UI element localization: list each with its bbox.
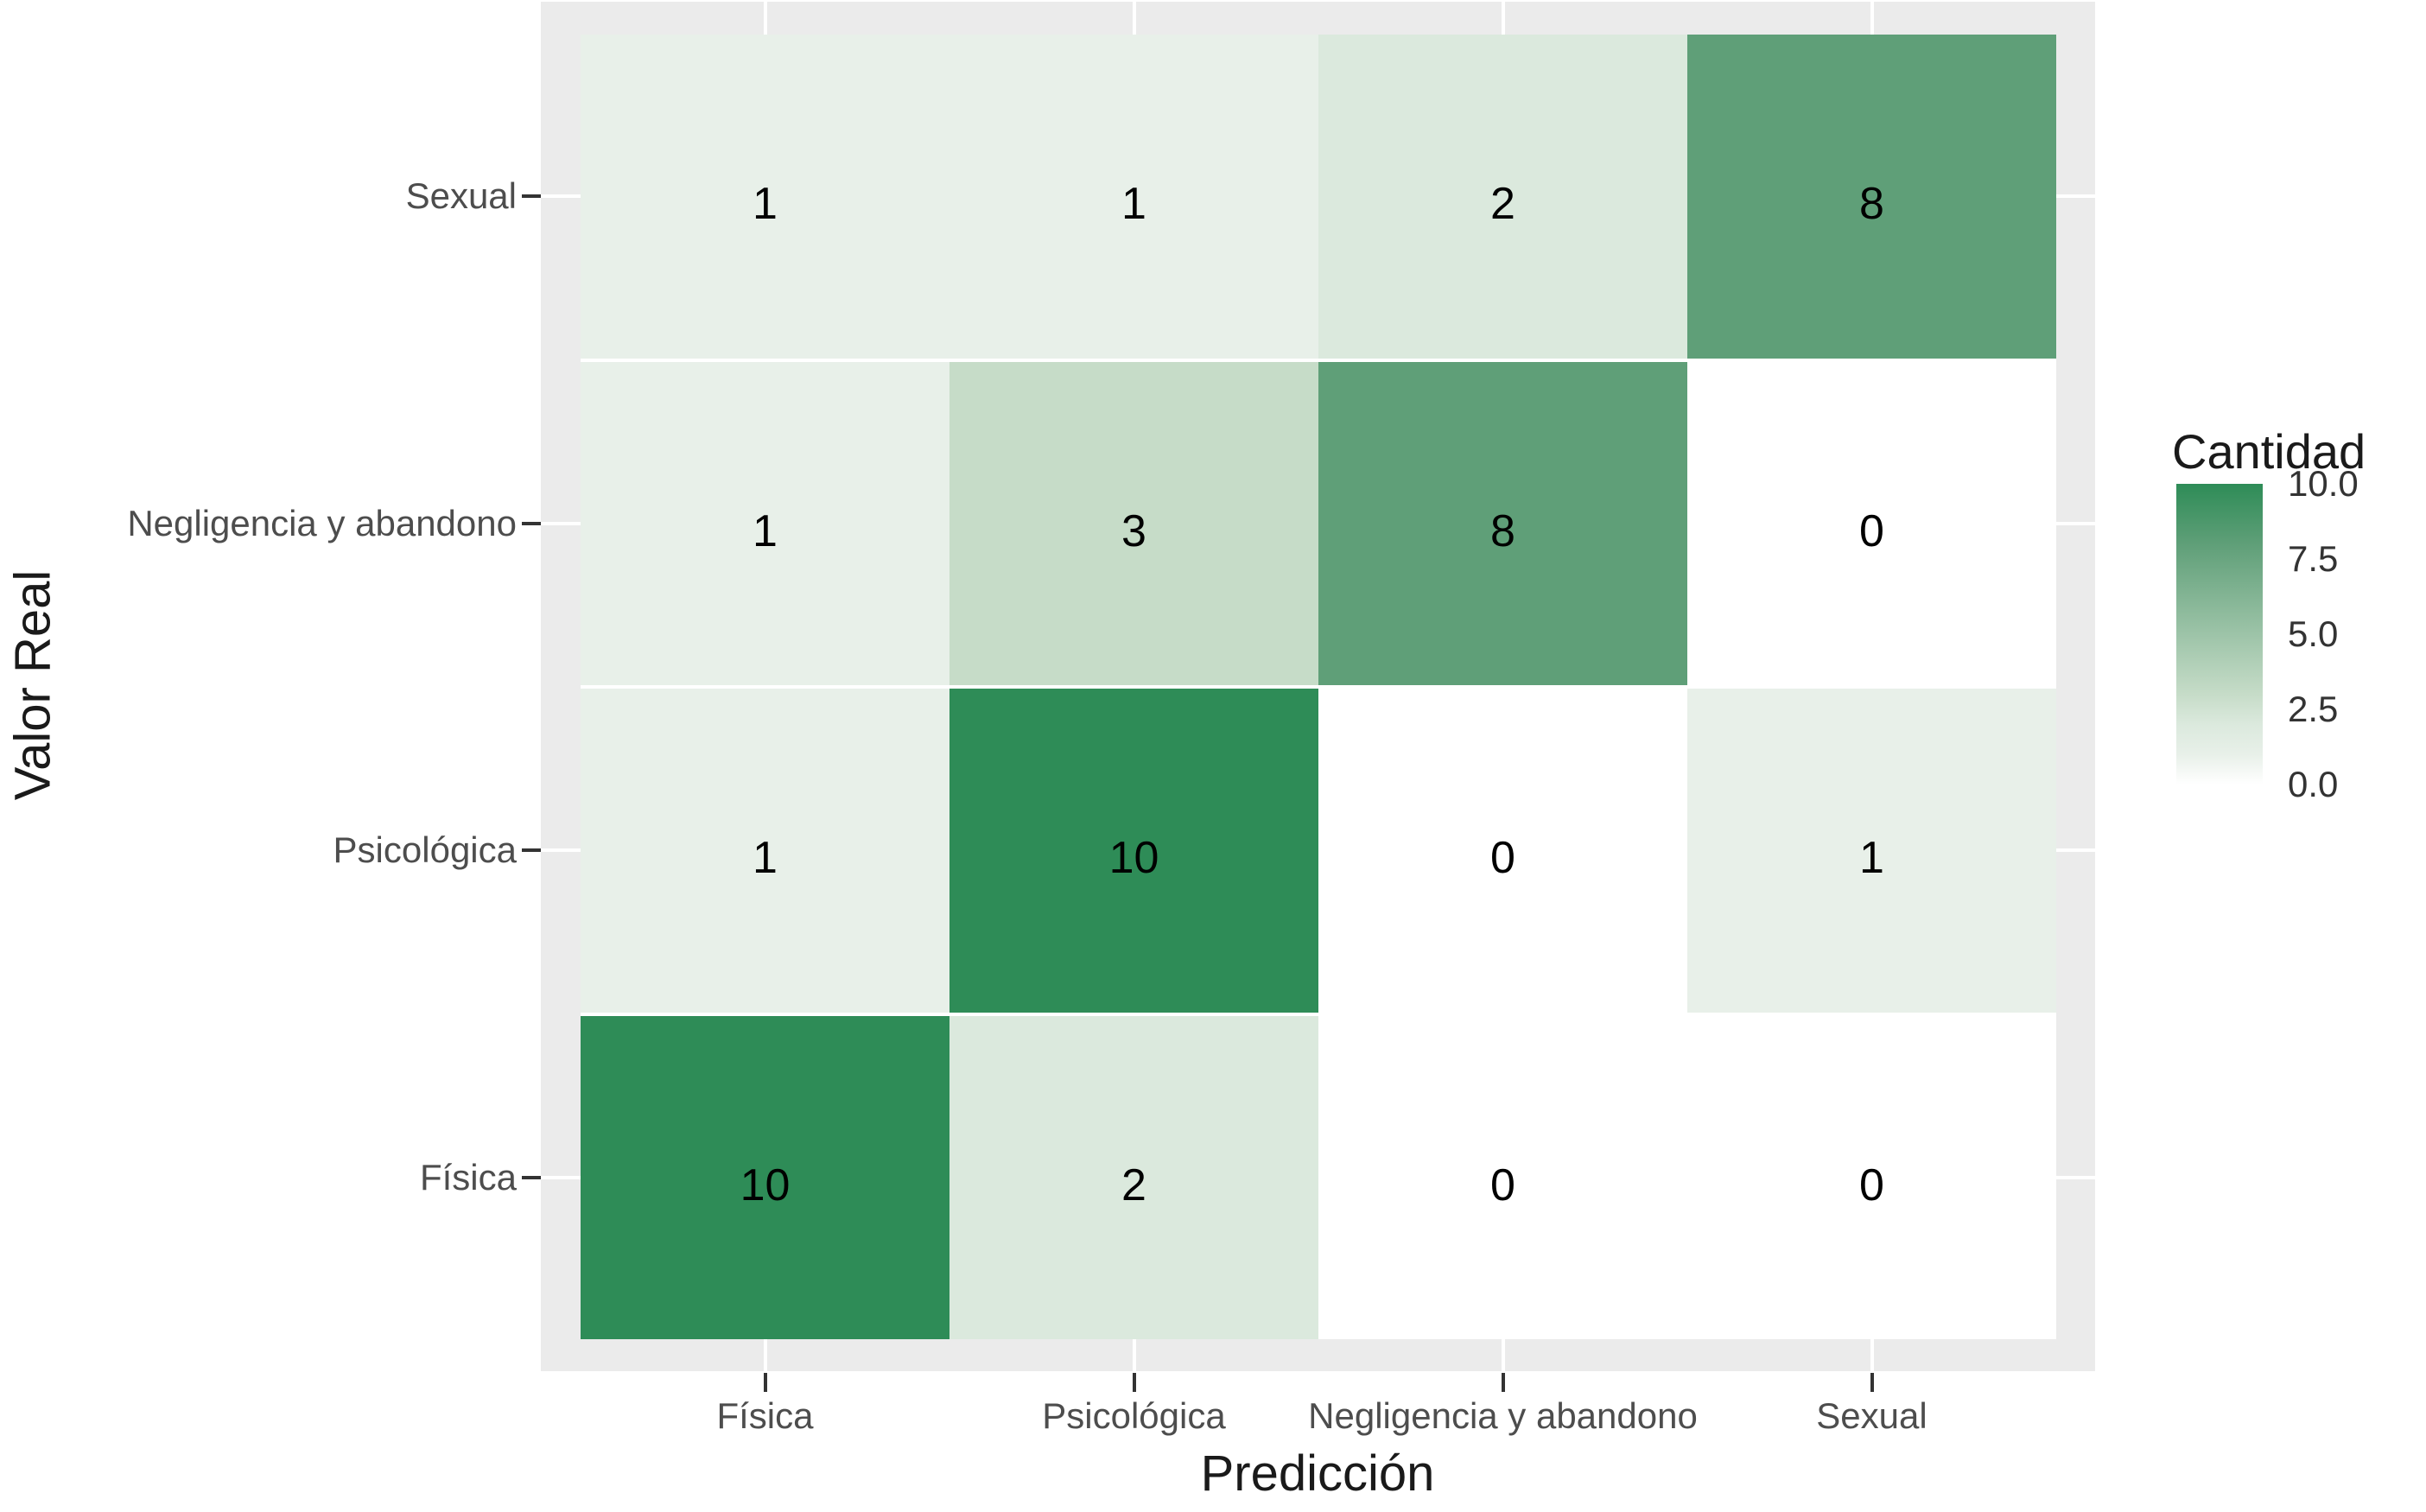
y-tick-label: Psicológica xyxy=(333,829,517,871)
y-tick-label: Negligencia y abandono xyxy=(127,502,517,543)
cell-value: 0 xyxy=(1490,1159,1515,1210)
heatmap-cell: 1 xyxy=(581,361,949,685)
cell-value: 0 xyxy=(1859,505,1884,556)
heatmap-cell: 3 xyxy=(949,361,1318,685)
cell-value: 1 xyxy=(1859,833,1884,884)
cell-value: 1 xyxy=(753,833,778,884)
heatmap-cell: 2 xyxy=(949,1015,1318,1339)
cell-value: 2 xyxy=(1121,1159,1146,1210)
plot-panel: 1 1 2 8 1 3 8 0 1 10 0 1 10 2 0 0 xyxy=(541,2,2095,1371)
legend-tick-label: 5.0 xyxy=(2288,613,2339,654)
cell-value: 2 xyxy=(1490,179,1515,230)
heatmap-cell: 1 xyxy=(1687,689,2056,1013)
legend-tick-label: 0.0 xyxy=(2288,764,2339,804)
x-tick-mark xyxy=(1870,1373,1874,1392)
y-tick-mark xyxy=(522,194,541,199)
heatmap-cell: 10 xyxy=(949,689,1318,1013)
y-tick-label: Física xyxy=(419,1156,517,1198)
heatmap-cell: 8 xyxy=(1318,361,1687,685)
x-tick-mark xyxy=(1501,1373,1505,1392)
cell-value: 8 xyxy=(1859,179,1884,230)
cell-value: 0 xyxy=(1859,1159,1884,1210)
cell-value: 10 xyxy=(1108,833,1159,884)
x-tick-label: Negligencia y abandono xyxy=(1308,1395,1698,1436)
x-tick-mark xyxy=(763,1373,767,1392)
x-tick-label: Física xyxy=(716,1395,814,1436)
heatmap-tiles: 1 1 2 8 1 3 8 0 1 10 0 1 10 2 0 0 xyxy=(581,35,2056,1339)
cell-value: 0 xyxy=(1490,833,1515,884)
cell-value: 8 xyxy=(1490,505,1515,556)
x-tick-label: Psicológica xyxy=(1042,1395,1226,1436)
heatmap-cell: 0 xyxy=(1318,689,1687,1013)
heatmap-cell: 1 xyxy=(581,689,949,1013)
heatmap-cell: 0 xyxy=(1318,1015,1687,1339)
heatmap-cell: 2 xyxy=(1318,35,1687,359)
cell-value: 1 xyxy=(753,179,778,230)
heatmap-cell: 0 xyxy=(1687,1015,2056,1339)
legend-gradient-bar xyxy=(2176,484,2263,785)
y-tick-mark xyxy=(522,848,541,853)
y-tick-mark xyxy=(522,1175,541,1179)
cell-value: 3 xyxy=(1121,505,1146,556)
legend-tick-label: 10.0 xyxy=(2288,463,2359,504)
x-tick-label: Sexual xyxy=(1816,1395,1927,1436)
y-axis-title-text: Valor Real xyxy=(4,569,61,801)
y-tick-mark xyxy=(522,521,541,525)
heatmap-cell: 8 xyxy=(1687,35,2056,359)
x-axis-title: Predicción xyxy=(1200,1445,1435,1502)
heatmap-cell: 0 xyxy=(1687,361,2056,685)
heatmap-cell: 1 xyxy=(949,35,1318,359)
heatmap-cell: 1 xyxy=(581,35,949,359)
heatmap-cell: 10 xyxy=(581,1015,949,1339)
cell-value: 1 xyxy=(753,505,778,556)
y-tick-label: Sexual xyxy=(405,175,517,217)
legend-title: Cantidad xyxy=(2172,424,2366,479)
x-tick-mark xyxy=(1132,1373,1136,1392)
cell-value: 1 xyxy=(1121,179,1146,230)
legend-tick-label: 7.5 xyxy=(2288,538,2339,579)
legend-tick-label: 2.5 xyxy=(2288,689,2339,729)
cell-value: 10 xyxy=(740,1159,791,1210)
